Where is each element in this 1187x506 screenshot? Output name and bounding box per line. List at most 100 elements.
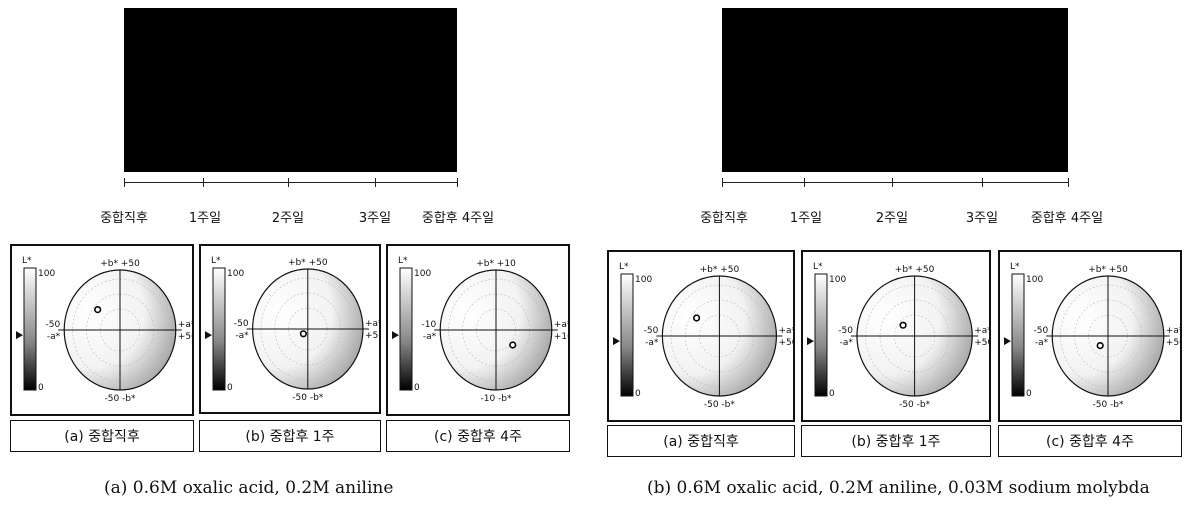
lightness-min-label: 0 (414, 383, 420, 393)
lightness-scale-bar (399, 267, 413, 391)
fig-b-caption: (b) 0.6M oxalic acid, 0.2M aniline, 0.03… (647, 478, 1150, 498)
fig-b-timeline-label: 중합직후 (700, 211, 748, 226)
a-negative-axis-label: -a* (840, 338, 854, 348)
lightness-max-label: 100 (227, 269, 244, 279)
measured-color-point (299, 330, 307, 338)
a-negative-value-label: -50 (45, 320, 60, 330)
fig-a-timeline-label: 2주일 (271, 211, 305, 226)
b-positive-label: +b* +50 (700, 265, 740, 275)
fig-a-panel-label-a: (a) 중합직후 (10, 420, 194, 452)
fig-a-timeline-label: 중합후 4주일 (421, 211, 495, 226)
lightness-max-label: 100 (829, 275, 846, 285)
lightness-axis-label: L* (619, 262, 629, 272)
lightness-scale-bar (23, 267, 37, 391)
lightness-marker-icon (16, 331, 23, 340)
lightness-min-label: 0 (227, 383, 233, 393)
fig-a-tick (457, 178, 458, 187)
b-negative-label: -50 -b* (104, 394, 136, 404)
lightness-axis-label: L* (398, 256, 408, 266)
a-positive-axis-label: +a* (178, 320, 192, 330)
fig-b-timeline-axis (722, 182, 1069, 183)
b-negative-label: -50 -b* (292, 393, 324, 403)
lightness-marker-icon (1004, 337, 1011, 346)
lab-diagram-svg: L* 100 0 +b* +50 -50 -b* -50 -a* +a* +50 (16, 256, 192, 404)
fig-a-tick (375, 178, 376, 187)
lab-diagram-svg: L* 100 0 +b* +10 -10 -b* -10 -a* +a* +10 (392, 256, 568, 404)
lightness-marker-icon (205, 331, 212, 340)
b-positive-label: +b* +50 (100, 259, 140, 269)
b-positive-label: +b* +50 (288, 258, 328, 268)
b-negative-label: -50 -b* (704, 400, 736, 410)
fig-a-tick (288, 178, 289, 187)
lightness-max-label: 100 (635, 275, 652, 285)
b-positive-label: +b* +50 (1088, 265, 1128, 275)
fig-a-colorimetric-panel-a: L* 100 0 +b* +50 -50 -b* -50 -a* +a* +50 (10, 244, 194, 416)
lightness-axis-label: L* (1010, 262, 1020, 272)
lightness-min-label: 0 (635, 389, 641, 399)
fig-b-colorimetric-panel-a: L* 100 0 +b* +50 -50 -b* -50 -a* +a* +50 (607, 250, 795, 422)
b-positive-label: +b* +50 (895, 265, 935, 275)
a-positive-axis-label: +a* (778, 326, 793, 336)
a-positive-value-label: +50 (974, 338, 989, 348)
a-negative-axis-label: -a* (645, 338, 659, 348)
fig-b-tick (892, 178, 893, 187)
fig-a-caption: (a) 0.6M oxalic acid, 0.2M aniline (104, 478, 394, 498)
fig-a-colorimetric-panel-c: L* 100 0 +b* +10 -10 -b* -10 -a* +a* +10 (386, 244, 570, 416)
a-negative-value-label: -50 (1033, 326, 1048, 336)
a-negative-value-label: -50 (234, 319, 249, 329)
a-positive-value-label: +50 (778, 338, 793, 348)
fig-a-panel-label-c: (c) 중합후 4주 (386, 420, 570, 452)
lightness-axis-label: L* (22, 256, 32, 266)
lightness-scale-bar (620, 273, 634, 397)
fig-b-panel-label-c: (c) 중합후 4주 (998, 425, 1182, 457)
measured-color-point (1096, 341, 1104, 350)
b-negative-label: -50 -b* (1092, 400, 1124, 410)
a-negative-value-label: -10 (421, 320, 436, 330)
measured-color-point (692, 314, 701, 322)
fig-b-timeline-label: 3주일 (965, 211, 999, 226)
fig-b-timeline-label: 1주일 (789, 211, 823, 226)
fig-b-panel-label-a: (a) 중합직후 (607, 425, 795, 457)
a-negative-value-label: -50 (838, 326, 853, 336)
lab-diagram-svg: L* 100 0 +b* +50 -50 -b* -50 -a* +a* +50 (613, 262, 793, 410)
measured-color-point (899, 321, 907, 329)
fig-a-panel-label-b: (b) 중합후 1주 (199, 420, 381, 452)
lightness-min-label: 0 (38, 383, 44, 393)
lab-diagram-svg: L* 100 0 +b* +50 -50 -b* -50 -a* +a* +50 (205, 256, 379, 403)
lightness-max-label: 100 (38, 269, 55, 279)
fig-b-timeline-label: 중합후 4주일 (1030, 211, 1104, 226)
lightness-marker-icon (613, 337, 620, 346)
fig-b-panel-label-b: (b) 중합후 1주 (801, 425, 991, 457)
lightness-scale-bar (814, 273, 828, 397)
measured-color-point (509, 341, 517, 349)
lightness-axis-label: L* (813, 262, 823, 272)
fig-b-tick (982, 178, 983, 187)
fig-b-tick (722, 178, 723, 187)
a-negative-value-label: -50 (644, 326, 659, 336)
fig-b-tick (1068, 178, 1069, 187)
a-positive-value-label: +10 (554, 332, 568, 342)
measured-color-point (94, 305, 102, 314)
a-positive-axis-label: +a* (974, 326, 989, 336)
fig-a-timeline-label: 3주일 (358, 211, 392, 226)
a-negative-axis-label: -a* (423, 332, 437, 342)
fig-b-tick (804, 178, 805, 187)
a-positive-value-label: +50 (178, 332, 192, 342)
a-positive-axis-label: +a* (554, 320, 568, 330)
lightness-scale-bar (212, 267, 226, 391)
a-positive-value-label: +50 (365, 331, 379, 341)
b-negative-label: -10 -b* (480, 394, 512, 404)
lightness-marker-icon (392, 331, 399, 340)
b-positive-label: +b* +10 (476, 259, 516, 269)
lightness-marker-icon (807, 337, 814, 346)
fig-a-color-swatch (124, 8, 457, 172)
fig-a-tick (203, 178, 204, 187)
fig-b-color-swatch (722, 8, 1068, 172)
fig-a-timeline-label: 중합직후 (100, 211, 148, 226)
fig-a-colorimetric-panel-b: L* 100 0 +b* +50 -50 -b* -50 -a* +a* +50 (199, 244, 381, 414)
a-negative-axis-label: -a* (1035, 338, 1049, 348)
lab-diagram-svg: L* 100 0 +b* +50 -50 -b* -50 -a* +a* +50 (1004, 262, 1180, 410)
a-negative-axis-label: -a* (235, 331, 249, 341)
lightness-max-label: 100 (414, 269, 431, 279)
lightness-axis-label: L* (211, 256, 221, 266)
